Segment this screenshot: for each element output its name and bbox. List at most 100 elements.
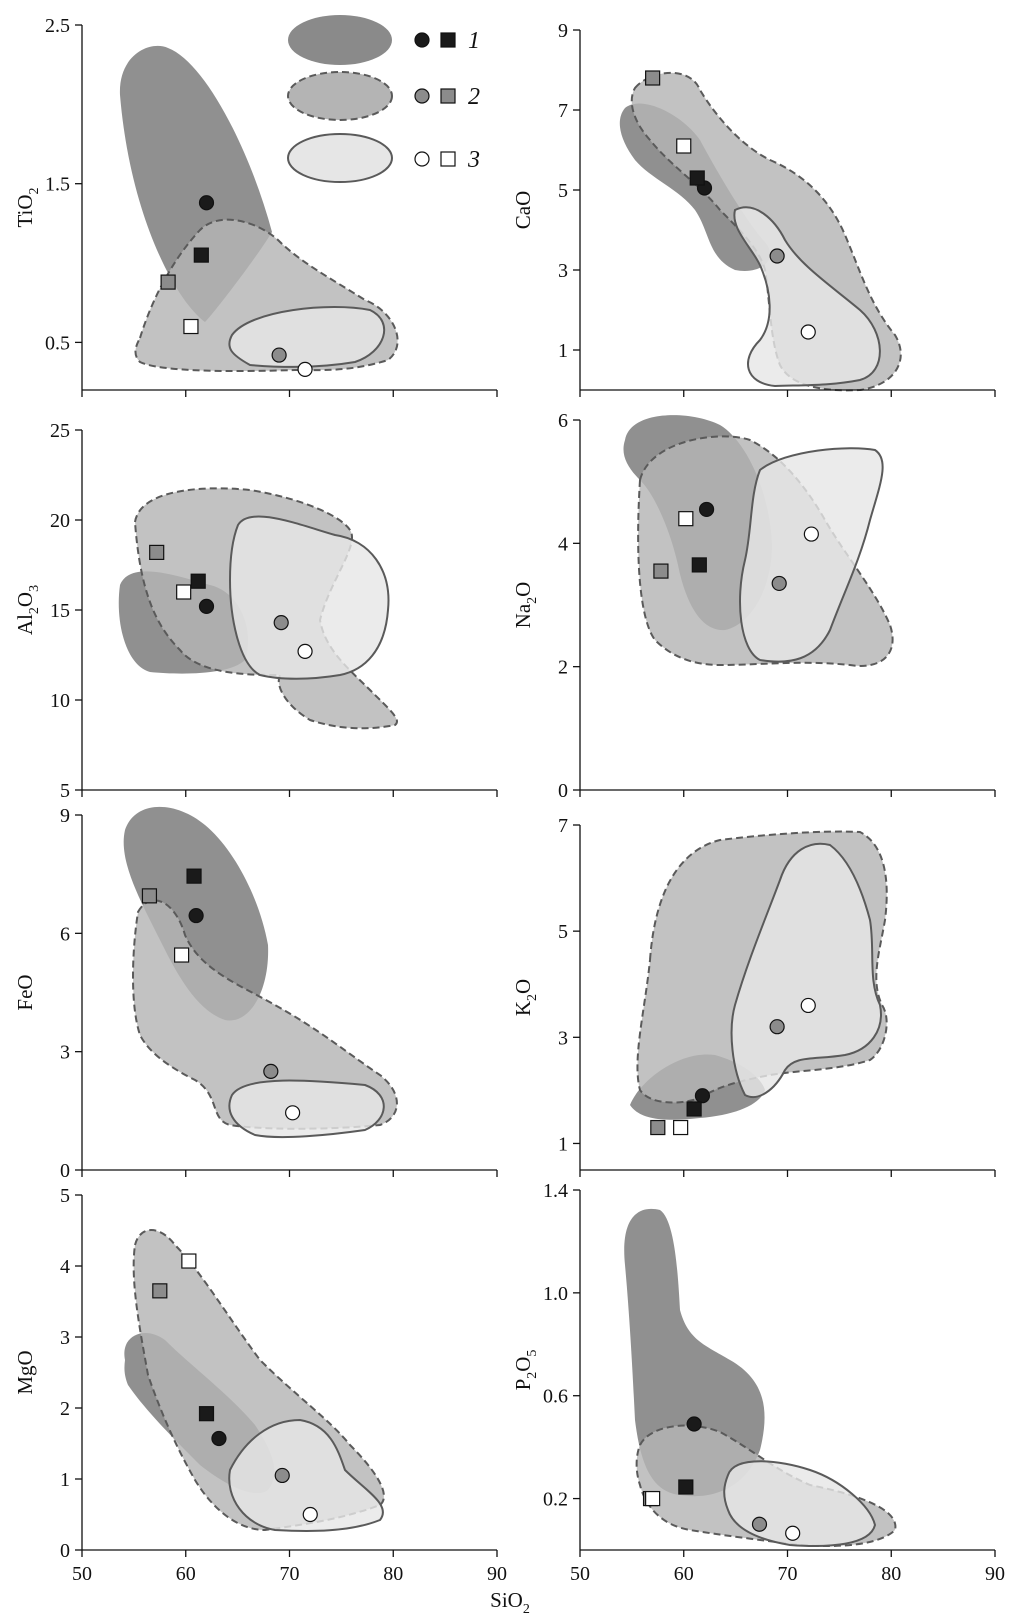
legend-swatch-1 — [288, 15, 392, 65]
point-series-3-square — [673, 1119, 689, 1136]
point-series-1-circle — [698, 501, 715, 518]
y-axis-label: FeO — [13, 974, 37, 1010]
y-tick-label: 6 — [558, 410, 568, 432]
point-series-3-circle — [785, 1525, 801, 1541]
y-tick-label: 1.5 — [45, 174, 70, 196]
panel-2: 1 3 5 7 9 CaO — [511, 20, 996, 397]
y-tick-label: 1 — [558, 340, 568, 362]
point-series-3-circle — [285, 1105, 301, 1121]
legend-label-3: 3 — [467, 147, 480, 173]
field-3-region — [730, 842, 882, 1098]
y-axis-label-mid: O — [511, 1357, 535, 1372]
y-tick-label: 1.0 — [543, 1283, 568, 1305]
x-tick-label: 60 — [176, 1563, 196, 1585]
point-series-1-square — [193, 247, 209, 263]
y-axis-label-main: FeO — [13, 974, 37, 1010]
point-series-3-circle — [800, 997, 816, 1014]
y-axis-label-main: P — [511, 1379, 535, 1391]
y-axis-label-main: MgO — [13, 1350, 37, 1394]
y-axis-label-sub: 2 — [525, 1372, 540, 1379]
point-series-3-square — [676, 138, 692, 154]
y-tick-label: 0 — [60, 1540, 70, 1562]
panel-7: 0 1 2 3 4 5 50 60 70 80 90 MgO — [13, 1185, 507, 1585]
legend-square-3 — [440, 151, 456, 167]
y-tick-label: 2.5 — [45, 15, 70, 37]
point-series-3-square — [174, 947, 190, 963]
y-axis-label: K2O — [511, 979, 540, 1016]
y-axis-label-sub2: 3 — [27, 585, 42, 592]
y-axis-label-main: Al — [13, 614, 37, 635]
point-series-3-circle — [800, 324, 816, 340]
point-series-3-square — [645, 1490, 661, 1507]
y-tick-label: 3 — [60, 1327, 70, 1349]
point-series-3-square — [176, 584, 192, 600]
y-axis-label-sub: 2 — [27, 187, 42, 194]
y-tick-label: 5 — [60, 780, 70, 802]
point-series-3-circle — [803, 526, 819, 542]
legend-circle-3 — [414, 151, 430, 167]
point-series-2-square — [650, 1119, 666, 1136]
y-tick-label: 25 — [50, 420, 70, 442]
x-tick-label: 90 — [487, 1563, 507, 1585]
point-series-2-square — [149, 544, 165, 561]
field-3-region — [228, 306, 386, 368]
point-series-1-circle — [211, 1430, 227, 1447]
point-series-1-square — [678, 1479, 694, 1495]
point-series-3-circle — [302, 1506, 318, 1523]
y-tick-label: 4 — [558, 533, 568, 555]
x-axis-label: SiO2 — [490, 1588, 530, 1617]
point-series-2-circle — [274, 1467, 290, 1484]
y-axis-label-main: CaO — [511, 191, 535, 230]
y-tick-label: 2 — [60, 1398, 70, 1420]
legend-circle-2 — [414, 88, 430, 104]
panel-5: 0 3 6 9 FeO — [13, 805, 498, 1182]
point-series-3-circle — [297, 643, 313, 660]
point-series-2-square — [141, 888, 158, 904]
panel-8: 0.2 0.6 1.0 1.4 50 60 70 80 90 P2O5 — [511, 1180, 1005, 1585]
legend-square-1 — [440, 32, 456, 48]
x-tick-label: 50 — [72, 1563, 92, 1585]
legend-circle-1 — [414, 32, 430, 48]
point-series-1-square — [689, 170, 705, 186]
y-axis-label: CaO — [511, 191, 535, 230]
x-tick-label: 70 — [778, 1563, 798, 1585]
y-tick-label: 4 — [60, 1256, 70, 1278]
point-series-2-circle — [751, 1516, 768, 1532]
field-1-region — [624, 1208, 765, 1497]
field-3-region — [739, 447, 884, 663]
point-series-3-circle — [297, 361, 313, 377]
point-series-1-circle — [198, 598, 215, 615]
field-3-region — [228, 515, 390, 680]
point-series-1-square — [186, 868, 202, 884]
y-axis-label-mid: O — [511, 582, 535, 597]
y-tick-label: 20 — [50, 510, 70, 532]
panel-6: 1 3 5 7 K2O — [511, 815, 996, 1177]
point-series-2-square — [152, 1283, 168, 1299]
y-axis-label-mid: O — [13, 592, 37, 607]
y-tick-label: 3 — [558, 1027, 568, 1049]
y-tick-label: 7 — [558, 100, 568, 122]
x-axis-label-sub: 2 — [523, 1602, 530, 1617]
point-series-1-circle — [694, 1088, 711, 1104]
x-tick-label: 50 — [570, 1563, 590, 1585]
legend-swatch-3 — [287, 133, 393, 183]
y-axis-label: TiO2 — [13, 187, 42, 227]
y-axis-label-mid: O — [511, 979, 535, 994]
point-series-2-square — [653, 563, 669, 579]
legend-swatch-2 — [287, 71, 393, 121]
x-tick-label: 80 — [881, 1563, 901, 1585]
legend-label-1: 1 — [468, 28, 480, 54]
y-axis-label: Na2O — [511, 582, 540, 629]
point-series-2-circle — [271, 347, 287, 363]
y-axis-label-sub2: 5 — [525, 1350, 540, 1357]
point-series-1-square — [190, 573, 206, 589]
y-tick-label: 10 — [50, 690, 70, 712]
y-tick-label: 9 — [558, 20, 568, 42]
y-axis-label-sub: 2 — [525, 994, 540, 1001]
y-tick-label: 1 — [558, 1133, 568, 1155]
x-tick-label: 90 — [985, 1563, 1005, 1585]
panels-layer: 0.51.52.5TiO213579CaO510152025Al2O30246N… — [13, 15, 1005, 1585]
